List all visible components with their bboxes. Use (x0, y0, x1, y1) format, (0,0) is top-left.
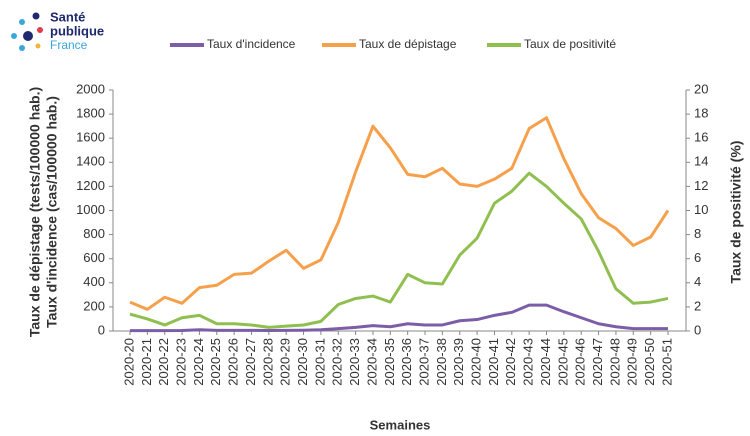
x-tick-label: 2020-36 (399, 338, 414, 386)
x-tick-label: 2020-20 (121, 338, 136, 386)
x-tick-label: 2020-48 (607, 338, 622, 386)
x-tick-label: 2020-29 (278, 338, 293, 386)
y-tick-label: 1600 (76, 130, 105, 145)
y-tick-label: 2000 (76, 81, 105, 96)
y2-tick-label: 12 (694, 178, 708, 193)
y-tick-label: 600 (83, 250, 105, 265)
x-tick-label: 2020-39 (451, 338, 466, 386)
x-tick-label: 2020-49 (625, 338, 640, 386)
x-tick-label: 2020-40 (469, 338, 484, 386)
legend-label: Taux d'incidence (207, 37, 296, 51)
y2-axis-label: Taux de positivité (%) (728, 141, 744, 284)
logo-text: Santé (50, 9, 85, 24)
legend-label: Taux de dépistage (359, 37, 457, 51)
y2-tick-label: 8 (694, 226, 701, 241)
x-tick-label: 2020-50 (642, 338, 657, 386)
logo-dot (37, 27, 43, 33)
x-tick-label: 2020-38 (434, 338, 449, 386)
x-tick-label: 2020-31 (312, 338, 327, 386)
y2-tick-label: 2 (694, 298, 701, 313)
y-tick-label: 200 (83, 298, 105, 313)
logo-dot (32, 12, 40, 20)
logo-dot (35, 43, 41, 49)
logo-dot (23, 31, 33, 41)
x-tick-label: 2020-25 (208, 338, 223, 386)
x-tick-label: 2020-42 (503, 338, 518, 386)
logo: Santé publique France (11, 9, 104, 52)
x-tick-label: 2020-28 (260, 338, 275, 386)
logo-text: France (50, 38, 88, 52)
logo-dot (19, 45, 25, 51)
y2-tick-label: 4 (694, 274, 701, 289)
x-tick-label: 2020-32 (330, 338, 345, 386)
legend-label: Taux de positivité (524, 37, 616, 51)
x-tick-label: 2020-27 (243, 338, 258, 386)
logo-dot (11, 33, 17, 39)
series-line (129, 116, 670, 311)
series-line (129, 171, 669, 329)
y-tick-label: 1000 (76, 202, 105, 217)
y-tick-label: 1800 (76, 106, 105, 121)
x-tick-label: 2020-41 (486, 338, 501, 386)
y2-tick-label: 16 (694, 130, 708, 145)
x-tick-label: 2020-46 (573, 338, 588, 386)
logo-dot (19, 19, 25, 25)
x-tick-label: 2020-33 (347, 338, 362, 386)
x-tick-label: 2020-23 (174, 338, 189, 386)
y-tick-label: 800 (83, 226, 105, 241)
y-tick-label: 0 (98, 322, 105, 337)
y-axis-label: Taux d'incidence (cas/100000 hab.) (44, 96, 60, 328)
y-tick-label: 400 (83, 274, 105, 289)
x-tick-label: 2020-21 (139, 338, 154, 386)
x-tick-label: 2020-24 (191, 338, 206, 386)
y-tick-label: 1400 (76, 154, 105, 169)
logo-text: publique (50, 23, 104, 38)
x-tick-label: 2020-34 (364, 338, 379, 386)
y2-tick-label: 0 (694, 322, 701, 337)
y2-tick-label: 18 (694, 106, 708, 121)
x-tick-label: 2020-35 (382, 338, 397, 386)
series-line (130, 303, 668, 333)
y2-tick-label: 6 (694, 250, 701, 265)
x-tick-label: 2020-26 (226, 338, 241, 386)
x-tick-label: 2020-37 (416, 338, 431, 386)
x-tick-label: 2020-51 (659, 338, 674, 386)
y2-tick-label: 20 (694, 81, 708, 96)
x-tick-label: 2020-44 (538, 338, 553, 386)
x-tick-label: 2020-22 (156, 338, 171, 386)
x-tick-label: 2020-43 (521, 338, 536, 386)
y-axis-label: Taux de dépistage (tests/100000 hab.) (27, 87, 43, 337)
y2-tick-label: 10 (694, 202, 708, 217)
x-tick-label: 2020-30 (295, 338, 310, 386)
y2-tick-label: 14 (694, 154, 708, 169)
x-tick-label: 2020-47 (590, 338, 605, 386)
x-axis-label: Semaines (370, 417, 431, 432)
y-tick-label: 1200 (76, 178, 105, 193)
x-tick-label: 2020-45 (555, 338, 570, 386)
